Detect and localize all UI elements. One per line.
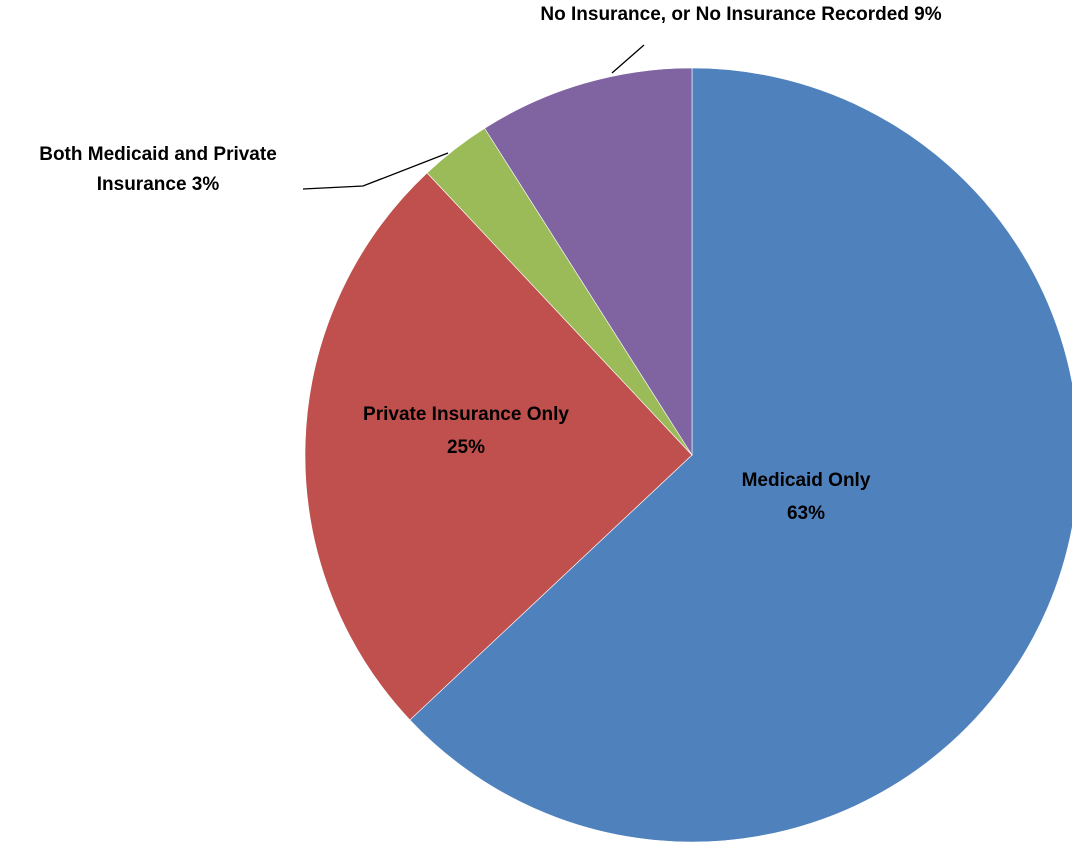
leader-line-both-medicaid-and-private-insurance [302,152,449,190]
pie-slice-no-insurance-or-no-insurance-recorded [484,67,693,457]
pie-slices [304,67,1072,843]
leader-lines [302,44,645,190]
data-label-private-insurance-only: Private Insurance Only 25% [363,404,569,458]
data-label-medicaid-only: Medicaid Only 63% [742,470,871,524]
data-label-both-medicaid-and-private-insurance: Both Medicaid and Private Insurance 3% [39,144,277,195]
data-label-no-insurance-or-no-insurance-recorded: No Insurance, or No Insurance Recorded 9… [540,4,941,25]
leader-line-no-insurance-or-no-insurance-recorded [611,44,645,74]
pie-slice-medicaid-only [409,67,1072,843]
data-labels: Medicaid Only 63% Private Insurance Only 25… [39,4,941,524]
pie-slice-private-insurance-only [304,172,693,721]
